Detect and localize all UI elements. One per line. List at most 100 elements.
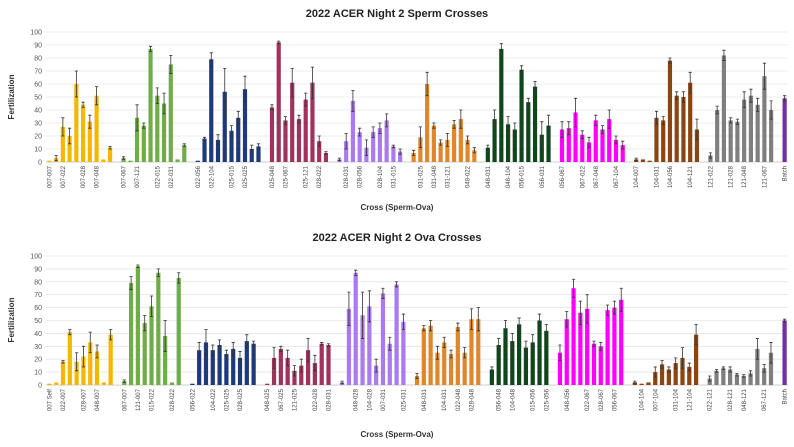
x-tick-label: 067-121 [762,388,768,411]
bar-007-self [47,383,52,385]
x-tick-label: 028-067 [599,388,605,411]
bar-025-056 [516,324,522,385]
x-tick-label: 056-048 [497,388,503,411]
error-bar [385,113,389,128]
error-bar [769,342,773,364]
x-tick-label: 121-067 [762,165,768,188]
bar-015-022 [128,283,134,385]
bar-067-015 [566,128,571,162]
y-tick-label: 90 [34,266,42,273]
error-bar [769,100,773,120]
error-bar [435,345,440,360]
error-bar [412,149,416,156]
bar-031-048 [448,354,454,385]
ova-crosses-chart: 2022 ACER Night 2 Ova Crosses Fertilizat… [7,232,789,439]
x-tick-label: 031-121 [445,165,451,188]
y-axis-ticks: 0 10 20 30 40 50 60 70 80 90 100 [30,254,42,390]
chart-title: 2022 ACER Night 2 Ova Crosses [313,232,482,244]
x-tick-label: 007-028 [81,165,87,188]
error-bar [148,45,153,52]
error-bars [54,40,787,162]
bar-048-031 [438,142,443,162]
y-tick-label: 100 [30,254,42,261]
bar-104-121 [694,129,700,162]
bar-121-007 [108,334,113,385]
x-tick-label: 048-031 [486,165,492,188]
error-bar [351,90,355,112]
x-tick-label: 048-056 [565,388,571,411]
bar-121-067 [619,299,624,385]
bar-015-056 [503,328,508,385]
error-bar [429,320,433,332]
x-tick-label: 067-104 [614,165,620,188]
x-tick-label: 056-031 [540,165,546,188]
x-tick-label: 121-104 [687,388,693,411]
bars [47,266,787,385]
x-tick-label: 007-022 [61,165,67,188]
bar-104-031 [394,284,399,385]
bar-067-048 [600,129,605,162]
y-axis-label: Fertilization [7,74,16,119]
error-bar [540,121,544,149]
bar-067-025 [237,357,243,385]
error-bar [182,143,186,147]
bar-007-104 [639,383,644,385]
error-bar [661,116,665,125]
error-bar [224,349,228,359]
x-tick-label: 022-007 [61,388,67,411]
bar-048-028 [431,125,436,162]
bar-022-031 [141,125,146,162]
error-bar [229,125,234,137]
error-bar [756,97,760,112]
error-bar [297,114,301,124]
bar-025-007 [195,160,200,162]
x-tick-label: 104-056 [668,165,674,188]
bar-028-022 [283,120,288,162]
x-tick-label: 007-007 [47,165,53,188]
error-bar [354,269,358,276]
y-axis-ticks: 0 10 20 30 40 50 60 70 80 90 100 [30,30,42,167]
error-bar [290,68,294,98]
x-tick-label: 121-022 [708,165,714,188]
bar-104-067 [681,97,686,162]
y-tick-label: 0 [38,383,42,390]
bar-048-121 [748,373,753,385]
x-tick-label: 007 Self [47,389,53,411]
error-bar [748,370,753,377]
bar-067-028 [586,142,592,162]
error-bar [449,349,453,359]
error-bar [231,342,235,356]
x-axis-label: Cross (Sperm-Ova) [361,430,434,439]
bar-028-028 [265,383,270,385]
chart-title: 2022 ACER Night 2 Sperm Crosses [306,8,488,20]
error-bar [270,104,274,111]
bar-048-015 [418,137,423,162]
bar-121-048 [476,319,481,385]
bar-025-015 [202,138,207,162]
bar-028-031 [367,306,372,385]
x-tick-label: 028-025 [238,388,244,411]
error-bar [217,339,222,351]
error-bar [688,71,692,94]
error-bar [675,91,679,100]
bar-022-048 [428,325,433,385]
bar-067-121 [620,145,625,162]
x-tick-label: 056-067 [612,388,618,411]
bar-048-121 [472,150,477,162]
error-bar [216,134,220,146]
error-bar [360,291,365,339]
bar-022-025 [203,342,209,385]
error-bar [680,347,685,369]
x-tick-label: 025-056 [544,388,550,411]
error-bar [292,365,297,377]
error-bar [310,66,315,99]
error-bar [472,147,476,154]
error-bar [149,295,154,318]
x-axis-ticks: 007-007 007-022 007-028 007-048 007-067 007-1… [47,165,788,188]
bar-048-022 [425,84,430,162]
bar-104-121 [688,82,693,162]
bar-031-028 [292,370,297,385]
error-bar [721,366,725,370]
error-bar [143,314,147,332]
error-bar [299,358,303,373]
